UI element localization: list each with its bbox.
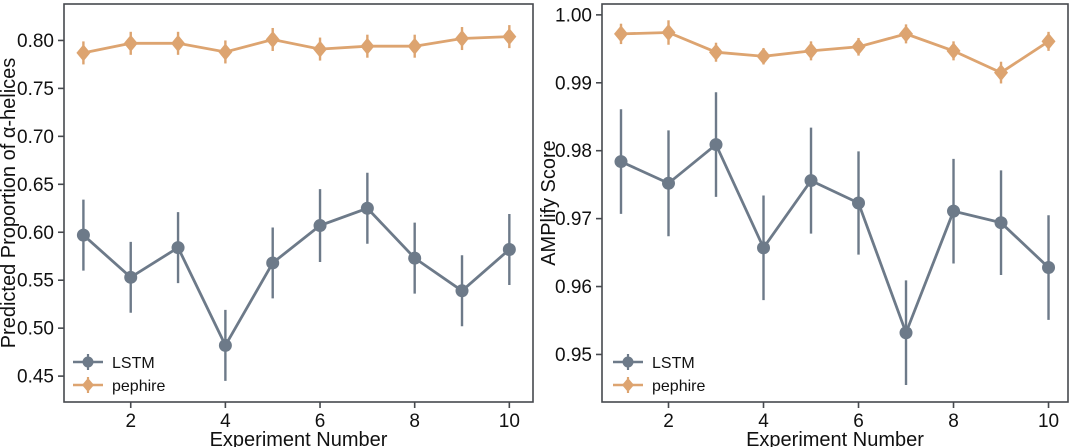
y-tick-label: 0.45 — [17, 367, 54, 388]
data-point — [455, 30, 470, 48]
data-point — [1042, 261, 1056, 275]
y-axis-label: AMPlify Score — [540, 140, 560, 266]
data-point — [662, 176, 676, 190]
y-tick-label: 0.50 — [17, 319, 54, 340]
data-point — [76, 228, 90, 242]
x-tick-label: 2 — [125, 411, 136, 432]
y-tick-label: 0.95 — [555, 345, 592, 366]
pephire-series — [614, 20, 1056, 84]
amplify-score-chart: 0.95 0.96 0.97 0.98 0.99 1.00 2 4 6 8 10 Experiment… — [540, 3, 1069, 447]
y-tick-label: 0.55 — [17, 271, 54, 292]
legend-label: pephire — [112, 378, 165, 395]
data-point — [407, 37, 422, 55]
x-tick-label: 4 — [758, 411, 769, 432]
plot-area — [64, 4, 533, 402]
y-axis: 0.45 0.50 0.55 0.60 0.65 0.70 0.75 0.80 — [17, 31, 64, 388]
data-point — [218, 338, 232, 352]
series-line — [83, 35, 510, 55]
data-point — [614, 25, 629, 43]
data-point — [360, 37, 375, 55]
data-point — [313, 219, 327, 233]
series-line — [82, 206, 511, 349]
plot-frame — [63, 3, 534, 403]
data-point — [265, 30, 280, 48]
legend: LSTM pephire — [73, 354, 165, 395]
legend-marker — [82, 356, 94, 368]
data-point — [852, 196, 866, 210]
data-point — [947, 204, 961, 218]
data-point — [994, 216, 1008, 230]
y-axis: 0.95 0.96 0.97 0.98 0.99 1.00 — [555, 5, 602, 366]
x-tick-label: 8 — [948, 411, 959, 432]
data-point — [502, 243, 516, 257]
data-point — [360, 201, 374, 215]
y-tick-label: 0.99 — [555, 73, 592, 94]
x-tick-label: 10 — [1038, 411, 1059, 432]
data-point — [899, 25, 914, 43]
data-point — [76, 44, 91, 62]
data-point — [614, 155, 628, 169]
y-tick-label: 0.98 — [555, 141, 592, 162]
y-tick-label: 0.97 — [555, 209, 592, 230]
data-point — [502, 28, 517, 46]
lstm-series — [76, 172, 516, 381]
x-tick-label: 8 — [409, 411, 420, 432]
data-point — [218, 43, 233, 61]
plot-frame — [601, 3, 1069, 403]
x-tick-label: 4 — [220, 411, 231, 432]
data-point — [994, 64, 1009, 82]
y-tick-label: 0.96 — [555, 277, 592, 298]
legend-marker — [82, 378, 94, 392]
y-tick-label: 1.00 — [555, 5, 592, 26]
y-tick-label: 0.80 — [17, 31, 54, 52]
y-tick-label: 0.70 — [17, 127, 54, 148]
x-axis-label: Experiment Number — [210, 429, 388, 447]
lstm-series — [614, 92, 1056, 386]
series-line — [620, 31, 1050, 75]
x-axis: 2 4 6 8 10 — [125, 402, 520, 432]
y-axis-label: Predicted Proportion of α-helices — [0, 58, 20, 349]
data-point — [851, 38, 866, 56]
x-tick-label: 2 — [663, 411, 674, 432]
legend: LSTM pephire — [613, 354, 705, 395]
data-point — [709, 138, 723, 152]
data-point — [171, 241, 185, 255]
data-point — [124, 270, 138, 284]
x-tick-label: 6 — [315, 411, 326, 432]
plot-area — [602, 4, 1068, 402]
data-point — [266, 256, 280, 270]
data-point — [455, 284, 469, 298]
legend-marker — [622, 356, 634, 368]
data-point — [313, 40, 328, 58]
data-point — [756, 47, 771, 65]
data-point — [1041, 32, 1056, 50]
legend-marker — [622, 378, 634, 392]
data-point — [804, 42, 819, 60]
y-tick-label: 0.75 — [17, 79, 54, 100]
data-point — [899, 326, 913, 340]
data-point — [661, 24, 676, 42]
pephire-series — [76, 25, 517, 65]
data-point — [408, 251, 422, 265]
data-point — [804, 174, 818, 188]
data-point — [757, 241, 771, 255]
y-tick-label: 0.65 — [17, 175, 54, 196]
x-axis: 2 4 6 8 10 — [663, 402, 1059, 432]
legend-label: pephire — [652, 378, 705, 395]
series-line — [620, 142, 1050, 337]
legend-label: LSTM — [112, 355, 155, 372]
alpha-helix-proportion-chart: 0.45 0.50 0.55 0.60 0.65 0.70 0.75 0.80 2 4 6 8 10 Ex… — [0, 3, 534, 447]
x-axis-label: Experiment Number — [746, 429, 924, 447]
data-point — [171, 34, 186, 52]
data-point — [709, 43, 724, 61]
y-tick-label: 0.60 — [17, 223, 54, 244]
legend-label: LSTM — [652, 355, 695, 372]
x-tick-label: 10 — [499, 411, 520, 432]
x-tick-label: 6 — [853, 411, 864, 432]
data-point — [123, 34, 138, 52]
data-point — [946, 42, 961, 60]
